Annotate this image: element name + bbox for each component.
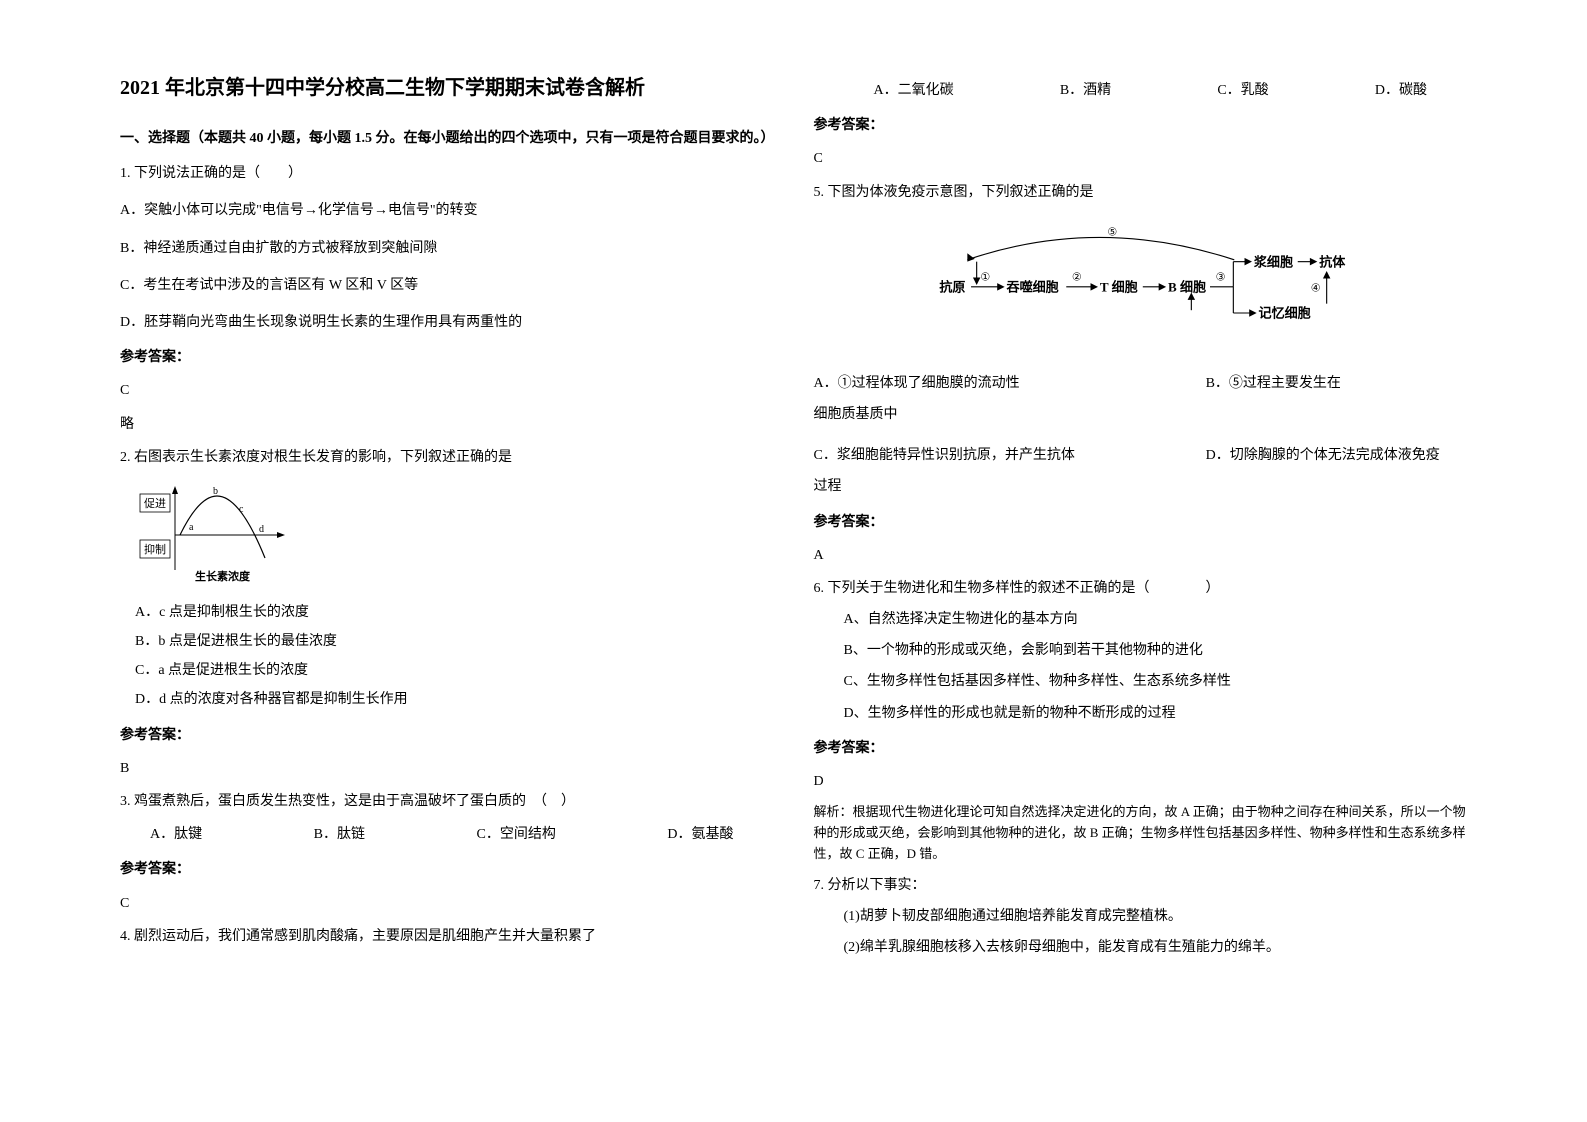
q6-text: 6. 下列关于生物进化和生物多样性的叙述不正确的是（ ） — [814, 576, 1468, 601]
q4-options: A．二氧化碳 B．酒精 C．乳酸 D．碳酸 — [814, 78, 1468, 103]
q3-optD: D．氨基酸 — [667, 822, 733, 847]
q1-explain: 略 — [120, 412, 774, 437]
q5-optD-line2: 过程 — [814, 474, 1468, 499]
q5-optD: D．切除胸腺的个体无法完成体液免疫 — [1206, 443, 1467, 468]
q1-optC: C．考生在考试中涉及的言语区有 W 区和 V 区等 — [120, 273, 774, 298]
chart-point-a: a — [189, 522, 194, 533]
node-memory: 记忆细胞 — [1259, 305, 1311, 320]
edge-4: ④ — [1311, 282, 1321, 294]
q2-chart: a b c d 促进 抑制 生长素浓度 — [135, 480, 295, 590]
question-6: 6. 下列关于生物进化和生物多样性的叙述不正确的是（ ） A、自然选择决定生物进… — [814, 576, 1468, 865]
q2-optB: B．b 点是促进根生长的最佳浓度 — [120, 629, 774, 654]
question-2: 2. 右图表示生长素浓度对根生长发育的影响，下列叙述正确的是 a b c d 促 — [120, 445, 774, 781]
q3-options: A．肽键 B．肽链 C．空间结构 D．氨基酸 — [120, 822, 774, 847]
node-antibody: 抗体 — [1319, 254, 1346, 269]
q2-optA: A．c 点是抑制根生长的浓度 — [120, 600, 774, 625]
q7-line1: (1)胡萝卜韧皮部细胞通过细胞培养能发育成完整植株。 — [814, 904, 1468, 929]
q6-optC: C、生物多样性包括基因多样性、物种多样性、生态系统多样性 — [814, 669, 1468, 694]
q2-text: 2. 右图表示生长素浓度对根生长发育的影响，下列叙述正确的是 — [120, 445, 774, 470]
q6-optD: D、生物多样性的形成也就是新的物种不断形成的过程 — [814, 701, 1468, 726]
question-1: 1. 下列说法正确的是（ ） A．突触小体可以完成"电信号→化学信号→电信号"的… — [120, 161, 774, 437]
node-bcell: B 细胞 — [1168, 279, 1206, 294]
q1-optB: B．神经递质通过自由扩散的方式被释放到突触间隙 — [120, 236, 774, 261]
q6-explain: 解析：根据现代生物进化理论可知自然选择决定进化的方向，故 A 正确；由于物种之间… — [814, 802, 1468, 864]
chart-point-b: b — [213, 486, 218, 497]
q4-answer-label: 参考答案： — [814, 113, 1468, 138]
q2-optD: D．d 点的浓度对各种器官都是抑制生长作用 — [120, 687, 774, 712]
edge-5: ⑤ — [1108, 226, 1118, 238]
chart-y-bottom: 抑制 — [144, 542, 166, 556]
q5-text: 5. 下图为体液免疫示意图，下列叙述正确的是 — [814, 180, 1468, 205]
chart-y-top: 促进 — [144, 496, 166, 510]
q4-optB: B．酒精 — [1060, 78, 1111, 103]
q3-optB: B．肽链 — [314, 822, 365, 847]
q5-optB: B．⑤过程主要发生在 — [1206, 371, 1467, 396]
q1-optD: D．胚芽鞘向光弯曲生长现象说明生长素的生理作用具有两重性的 — [120, 310, 774, 335]
question-7: 7. 分析以下事实： (1)胡萝卜韧皮部细胞通过细胞培养能发育成完整植株。 (2… — [814, 873, 1468, 961]
q5-answer: A — [814, 543, 1468, 568]
q4-text: 4. 剧烈运动后，我们通常感到肌肉酸痛，主要原因是肌细胞产生并大量积累了 — [120, 924, 774, 949]
q5-optA: A．①过程体现了细胞膜的流动性 — [814, 371, 1206, 396]
q5-options-row2: C．浆细胞能特异性识别抗原，并产生抗体 D．切除胸腺的个体无法完成体液免疫 — [814, 437, 1468, 474]
q4-optD: D．碳酸 — [1375, 78, 1427, 103]
node-antigen: 抗原 — [940, 279, 966, 294]
right-column: A．二氧化碳 B．酒精 C．乳酸 D．碳酸 参考答案： C 5. 下图为体液免疫… — [794, 70, 1488, 1092]
node-tcell: T 细胞 — [1100, 279, 1138, 294]
chart-point-d: d — [259, 524, 264, 535]
q6-optB: B、一个物种的形成或灭绝，会影响到若干其他物种的进化 — [814, 638, 1468, 663]
q2-answer: B — [120, 756, 774, 781]
q3-optC: C．空间结构 — [477, 822, 556, 847]
q6-optA: A、自然选择决定生物进化的基本方向 — [814, 607, 1468, 632]
q2-optC: C．a 点是促进根生长的浓度 — [120, 658, 774, 683]
q3-text: 3. 鸡蛋煮熟后，蛋白质发生热变性，这是由于高温破坏了蛋白质的 （ ） — [120, 789, 774, 814]
q4-optC: C．乳酸 — [1217, 78, 1268, 103]
q2-answer-label: 参考答案： — [120, 723, 774, 748]
left-column: 2021 年北京第十四中学分校高二生物下学期期末试卷含解析 一、选择题（本题共 … — [100, 70, 794, 1092]
q6-answer-label: 参考答案： — [814, 736, 1468, 761]
edge-2: ② — [1072, 271, 1082, 283]
q7-line2: (2)绵羊乳腺细胞核移入去核卵母细胞中，能发育成有生殖能力的绵羊。 — [814, 935, 1468, 960]
question-3: 3. 鸡蛋煮熟后，蛋白质发生热变性，这是由于高温破坏了蛋白质的 （ ） A．肽键… — [120, 789, 774, 916]
q4-optA: A．二氧化碳 — [874, 78, 954, 103]
q7-text: 7. 分析以下事实： — [814, 873, 1468, 898]
q5-answer-label: 参考答案： — [814, 510, 1468, 535]
question-4-text: 4. 剧烈运动后，我们通常感到肌肉酸痛，主要原因是肌细胞产生并大量积累了 — [120, 924, 774, 949]
node-phagocyte: 吞噬细胞 — [1007, 279, 1059, 294]
q3-answer: C — [120, 891, 774, 916]
q1-optA: A．突触小体可以完成"电信号→化学信号→电信号"的转变 — [120, 198, 774, 223]
edge-3: ③ — [1216, 271, 1226, 283]
q1-answer: C — [120, 378, 774, 403]
question-5: 5. 下图为体液免疫示意图，下列叙述正确的是 抗原 ① 吞噬细胞 ② T 细胞 … — [814, 180, 1468, 568]
section1-header: 一、选择题（本题共 40 小题，每小题 1.5 分。在每小题给出的四个选项中，只… — [120, 126, 774, 151]
q3-optA: A．肽键 — [150, 822, 202, 847]
q1-text: 1. 下列说法正确的是（ ） — [120, 161, 774, 186]
edge-1: ① — [981, 271, 991, 283]
q6-answer: D — [814, 769, 1468, 794]
q5-optC: C．浆细胞能特异性识别抗原，并产生抗体 — [814, 443, 1206, 468]
q5-diagram: 抗原 ① 吞噬细胞 ② T 细胞 B 细胞 ③ — [930, 220, 1350, 350]
question-4-options: A．二氧化碳 B．酒精 C．乳酸 D．碳酸 参考答案： C — [814, 78, 1468, 172]
chart-point-c: c — [239, 504, 244, 515]
q5-optB-line2: 细胞质基质中 — [814, 402, 1468, 427]
q3-answer-label: 参考答案： — [120, 857, 774, 882]
node-plasma: 浆细胞 — [1253, 254, 1293, 269]
exam-title: 2021 年北京第十四中学分校高二生物下学期期末试卷含解析 — [120, 70, 774, 106]
q1-answer-label: 参考答案： — [120, 345, 774, 370]
q4-answer: C — [814, 146, 1468, 171]
q5-options-row1: A．①过程体现了细胞膜的流动性 B．⑤过程主要发生在 — [814, 365, 1468, 402]
chart-x-label: 生长素浓度 — [195, 569, 251, 583]
